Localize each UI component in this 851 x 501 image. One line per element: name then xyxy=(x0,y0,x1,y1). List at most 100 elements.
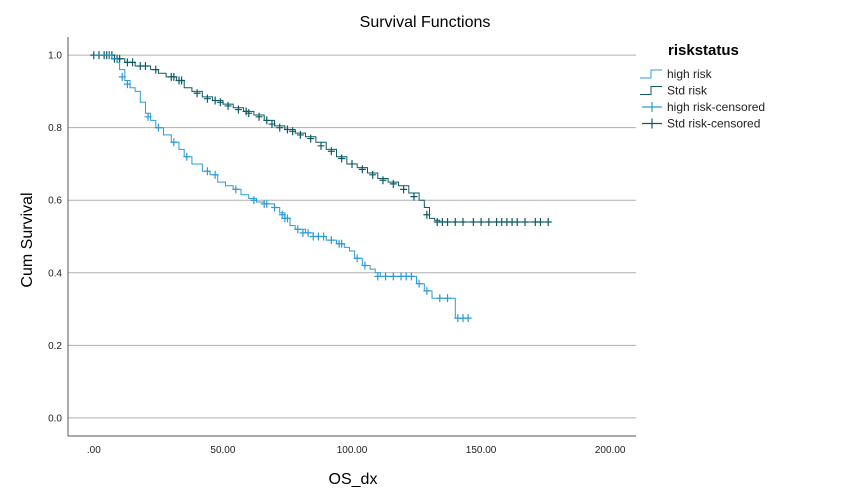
high-risk-censored-mark xyxy=(382,272,390,281)
std-risk-censored-mark xyxy=(263,116,271,125)
std-risk-censored-mark xyxy=(307,134,315,143)
std-risk-censored-mark xyxy=(234,105,242,114)
legend-label: high risk xyxy=(667,67,713,81)
high-risk-censored-mark xyxy=(374,272,382,281)
y-tick-label: 0.0 xyxy=(48,413,62,424)
std-risk-censored-mark xyxy=(477,217,485,226)
y-tick-label: 0.6 xyxy=(48,196,62,207)
std-risk-censored-mark xyxy=(544,217,552,226)
x-tick-labels: .00 50.00 100.00 150.00 200.00 xyxy=(87,445,626,456)
high-risk-censored-mark xyxy=(263,199,271,208)
std-risk-censored-mark xyxy=(129,58,137,67)
std-risk-censored-mark xyxy=(369,170,377,179)
std-risk-censored-mark xyxy=(389,179,397,188)
std-risk-censored-mark xyxy=(451,217,459,226)
high-risk-censored-mark xyxy=(407,272,415,281)
std-risk-censored-mark xyxy=(276,123,284,132)
high-risk-censored-mark xyxy=(170,138,178,147)
high-risk-censored-mark xyxy=(423,286,431,295)
std-risk-censored-mark xyxy=(410,192,418,201)
high-risk-censored-mark xyxy=(389,272,397,281)
std-risk-censored-mark xyxy=(317,141,325,150)
std-risk-censored-mark xyxy=(423,210,431,219)
high-risk-censored-mark xyxy=(294,225,302,234)
std-risk-censored-mark xyxy=(283,125,291,134)
high-risk-censored-mark xyxy=(320,232,328,241)
high-risk-survival-line xyxy=(93,54,471,319)
std-risk-censored-mark xyxy=(193,89,201,98)
high-risk-censored-mark xyxy=(304,228,312,237)
std-risk-censored-mark xyxy=(485,217,493,226)
std-risk-censored-mark xyxy=(327,147,335,156)
high-risk-censored-mark xyxy=(361,261,369,270)
high-risk-censored-mark xyxy=(415,279,423,288)
high-risk-censored-mark xyxy=(464,314,472,323)
legend-label: Std risk xyxy=(667,84,708,98)
series-layer xyxy=(90,51,552,323)
high-risk-censored-mark xyxy=(144,112,152,121)
std-risk-censored-mark xyxy=(459,217,467,226)
high-risk-censored-mark xyxy=(118,72,126,81)
gridlines xyxy=(68,54,636,419)
legend-label: Std risk-censored xyxy=(667,117,760,131)
x-axis-title: OS_dx xyxy=(329,471,378,488)
legend-censored-swatch xyxy=(642,102,662,112)
y-tick-label: 0.2 xyxy=(48,341,62,352)
x-tick-label: 100.00 xyxy=(337,445,368,456)
x-tick-label: 200.00 xyxy=(595,445,626,456)
std-risk-censored-mark xyxy=(245,109,253,118)
std-risk-censored-mark xyxy=(469,217,477,226)
high-risk-censored-mark xyxy=(444,294,452,303)
std-risk-censored-mark xyxy=(170,72,178,81)
x-tick-label: .00 xyxy=(87,445,101,456)
x-tick-label: 50.00 xyxy=(210,445,235,456)
std-risk-censored-mark xyxy=(224,101,232,110)
legend-line-swatch xyxy=(640,86,662,95)
std-risk-survival-line xyxy=(93,54,551,223)
std-risk-censored-mark xyxy=(289,127,297,136)
std-risk-censored-mark xyxy=(358,165,366,174)
std-risk-censored-mark xyxy=(152,65,160,74)
y-tick-label: 0.4 xyxy=(48,268,62,279)
std-risk-censored-mark xyxy=(141,62,149,71)
legend-label: high risk-censored xyxy=(667,100,765,114)
std-risk-censored-mark xyxy=(203,94,211,103)
y-axis-title: Cum Survival xyxy=(19,192,36,287)
legend-line-swatch xyxy=(640,69,662,79)
high-risk-censored-mark xyxy=(211,170,219,179)
y-tick-label: 0.8 xyxy=(48,123,62,134)
y-tick-label: 1.0 xyxy=(48,51,62,62)
std-risk-censored-mark xyxy=(379,176,387,185)
high-risk-censored-mark xyxy=(271,203,279,212)
std-risk-censored-mark xyxy=(268,120,276,129)
high-risk-censored-mark xyxy=(327,236,335,245)
std-risk-censored-mark xyxy=(521,217,529,226)
high-risk-censored-mark xyxy=(105,51,113,60)
x-tick-label: 150.00 xyxy=(466,445,497,456)
std-risk-censored-mark xyxy=(400,185,408,194)
std-risk-censored-mark xyxy=(255,112,263,121)
std-risk-censored-mark xyxy=(348,159,356,168)
high-risk-censored-mark xyxy=(250,196,258,205)
high-risk-censored-mark xyxy=(154,123,162,132)
std-risk-censored-mark xyxy=(178,76,186,85)
std-risk-censored-mark xyxy=(444,217,452,226)
std-risk-censored-mark xyxy=(296,130,304,139)
axes xyxy=(67,37,636,437)
std-risk-censored-mark xyxy=(216,98,224,107)
legend-title: riskstatus xyxy=(668,42,739,59)
y-tick-labels: 0.0 0.2 0.4 0.6 0.8 1.0 xyxy=(48,51,62,425)
high-risk-censored-mark xyxy=(232,185,240,194)
high-risk-censored-mark xyxy=(338,239,346,248)
high-risk-censored-mark xyxy=(203,167,211,176)
legend: riskstatus high risk Std risk high risk-ce… xyxy=(640,42,765,131)
legend-censored-swatch xyxy=(642,118,662,129)
std-risk-censored-mark xyxy=(211,96,219,105)
high-risk-censored-mark xyxy=(123,80,131,89)
std-risk-censored-mark xyxy=(338,154,346,163)
chart-title: Survival Functions xyxy=(360,14,491,31)
std-risk-censored-mark xyxy=(536,217,544,226)
high-risk-censored-mark xyxy=(353,254,361,263)
high-risk-censored-mark xyxy=(283,214,291,223)
